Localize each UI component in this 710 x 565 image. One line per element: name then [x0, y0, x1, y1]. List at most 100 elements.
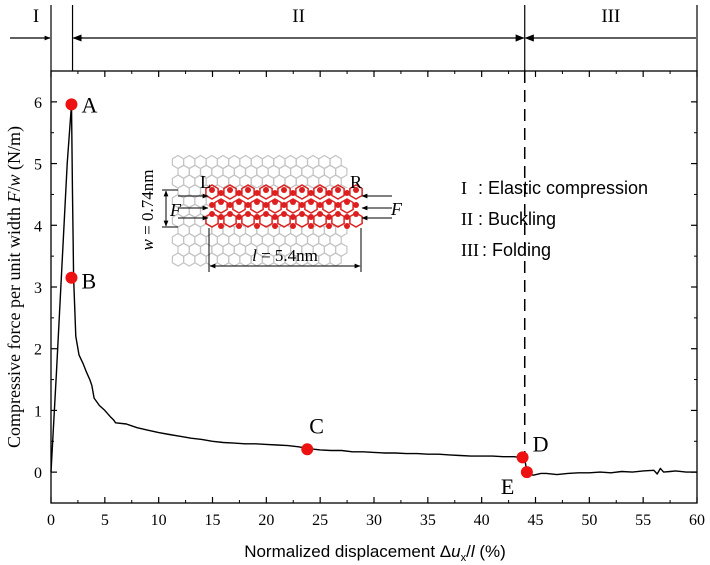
marker-point-a [65, 98, 78, 111]
strip-atom [236, 223, 242, 229]
x-tick-label: 50 [581, 512, 597, 529]
legend-text: : Folding [482, 240, 551, 260]
inset-label-r: R [350, 172, 362, 192]
strip-atom [317, 187, 323, 193]
x-tick-label: 35 [420, 512, 436, 529]
x-tick-label: 40 [474, 512, 490, 529]
strip-atom [227, 187, 233, 193]
lattice-hex [329, 252, 342, 267]
lattice-hex [194, 252, 207, 267]
marker-point-b [65, 271, 78, 284]
strip-atom [209, 211, 215, 217]
lattice-hex [216, 252, 230, 267]
strip-atom [272, 190, 278, 196]
strip-bond [250, 198, 264, 214]
y-tick-label: 5 [34, 157, 42, 174]
x-tick-label: 55 [635, 512, 651, 529]
strip-atom [326, 199, 332, 205]
marker-point-d [516, 451, 529, 464]
y-tick-label: 6 [34, 95, 42, 112]
x-tick-label: 0 [47, 512, 55, 529]
strip-bond [295, 184, 309, 200]
x-tick-label: 60 [689, 512, 705, 529]
legend-numeral: I [461, 178, 467, 198]
strip-atom [335, 211, 341, 217]
force-curve [50, 103, 697, 476]
marker-point-e [520, 466, 533, 479]
strip-atom [245, 202, 251, 208]
strip-atom [272, 223, 278, 229]
region-label: II [292, 6, 305, 27]
y-tick-label: 2 [34, 342, 42, 359]
marker-label-b: B [81, 269, 96, 294]
strip-atom [290, 214, 296, 220]
graphene-inset: L R F Fw = 0.74nm l = 5.4nm [138, 154, 403, 272]
strip-atom [326, 223, 332, 229]
inset-force-right: F [390, 199, 403, 219]
strip-atom [299, 211, 305, 217]
strip-atom [254, 223, 260, 229]
y-tick-label: 1 [34, 403, 42, 420]
strip-bond [241, 184, 255, 200]
strip-atom [245, 211, 251, 217]
strip-atom [218, 190, 224, 196]
x-tick-label: 15 [205, 512, 221, 529]
strip-atom [281, 211, 287, 217]
x-tick-label: 30 [366, 512, 382, 529]
marker-label-e: E [501, 474, 514, 499]
strip-bond [259, 184, 273, 200]
strip-bond [223, 184, 237, 200]
strip-atom [263, 187, 269, 193]
strip-atom [326, 214, 332, 220]
strip-bond [349, 184, 363, 200]
strip-bond [313, 184, 327, 200]
x-tick-label: 25 [312, 512, 328, 529]
x-tick-label: 5 [101, 512, 109, 529]
strip-atom [308, 190, 314, 196]
strip-atom [344, 223, 350, 229]
strip-atom [317, 202, 323, 208]
strip-atom [344, 199, 350, 205]
strip-atom [326, 190, 332, 196]
region-bar: I II III [10, 5, 698, 71]
strip-atom [272, 214, 278, 220]
strip-atom [254, 190, 260, 196]
strip-atom [245, 187, 251, 193]
strip-atom [299, 202, 305, 208]
x-tick-label: 10 [151, 512, 167, 529]
inset-l-label: l = 5.4nm [252, 246, 318, 265]
strip-atom [209, 187, 215, 193]
strip-atom [344, 190, 350, 196]
strip-bond [232, 198, 246, 214]
graphene-strip [205, 184, 363, 229]
strip-bond [214, 198, 228, 214]
strip-atom [227, 211, 233, 217]
strip-atom [335, 202, 341, 208]
strip-atom [317, 211, 323, 217]
lattice-hex [239, 252, 252, 267]
strip-atom [335, 187, 341, 193]
lattice-hex [183, 252, 196, 267]
marker-label-c: C [309, 413, 324, 438]
strip-bond [268, 198, 282, 214]
lattice-hex [228, 252, 241, 267]
strip-bond [205, 184, 219, 200]
strip-atom [218, 223, 224, 229]
strip-atom [281, 202, 287, 208]
strip-atom [353, 187, 359, 193]
legend-text: : Elastic compression [478, 178, 648, 198]
region-label: III [601, 6, 620, 27]
legend-text: : Buckling [478, 209, 556, 229]
lattice-hex [318, 252, 331, 267]
y-tick-label: 0 [34, 465, 42, 482]
strip-atom [281, 187, 287, 193]
strip-atom [308, 199, 314, 205]
strip-atom [353, 211, 359, 217]
plot-frame [50, 70, 698, 504]
strip-bond [322, 198, 336, 214]
region-label: I [33, 6, 39, 27]
legend-numeral: II [461, 209, 473, 229]
strip-atom [290, 190, 296, 196]
